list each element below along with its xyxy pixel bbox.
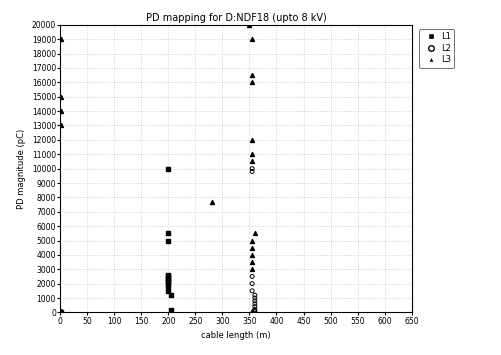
Title: PD mapping for D:NDF18 (upto 8 kV): PD mapping for D:NDF18 (upto 8 kV) xyxy=(145,13,326,23)
L2 xyxy=(250,298,259,304)
L3 xyxy=(207,199,215,204)
L2 xyxy=(250,309,259,315)
L3 xyxy=(247,36,256,42)
L3 xyxy=(247,308,256,314)
L1 xyxy=(167,307,175,312)
L3 xyxy=(57,108,65,114)
L3 xyxy=(247,72,256,78)
L1 xyxy=(164,272,172,278)
L2 xyxy=(247,166,256,171)
X-axis label: cable length (m): cable length (m) xyxy=(201,331,270,340)
L3 xyxy=(247,245,256,251)
L3 xyxy=(57,122,65,128)
L1 xyxy=(164,277,172,282)
L2 xyxy=(250,308,259,314)
L3 xyxy=(412,281,420,286)
L2 xyxy=(250,307,259,312)
L1 xyxy=(164,281,172,286)
L1 xyxy=(57,309,65,315)
Legend: L1, L2, L3: L1, L2, L3 xyxy=(418,29,453,68)
L2 xyxy=(250,295,259,301)
L2 xyxy=(247,274,256,279)
L3 xyxy=(247,266,256,272)
L2 xyxy=(247,288,256,294)
L3 xyxy=(247,159,256,164)
L3 xyxy=(247,252,256,258)
L3 xyxy=(57,36,65,42)
L3 xyxy=(250,230,259,236)
L2 xyxy=(247,281,256,286)
L1 xyxy=(164,230,172,236)
L3 xyxy=(57,308,65,314)
L1 xyxy=(164,238,172,244)
L3 xyxy=(247,137,256,143)
L3 xyxy=(247,259,256,265)
L3 xyxy=(245,22,253,28)
L2 xyxy=(250,304,259,310)
L3 xyxy=(247,151,256,157)
L1 xyxy=(164,274,172,279)
L3 xyxy=(247,80,256,85)
Y-axis label: PD magnitude (pC): PD magnitude (pC) xyxy=(17,129,26,209)
L1 xyxy=(164,284,172,289)
L1 xyxy=(164,275,172,281)
L1 xyxy=(167,292,175,298)
L2 xyxy=(250,292,259,298)
L2 xyxy=(247,169,256,174)
L3 xyxy=(412,238,420,244)
L1 xyxy=(164,288,172,294)
L1 xyxy=(164,279,172,285)
L3 xyxy=(57,94,65,99)
L2 xyxy=(250,301,259,307)
L1 xyxy=(164,278,172,284)
L1 xyxy=(164,166,172,171)
L3 xyxy=(247,238,256,244)
